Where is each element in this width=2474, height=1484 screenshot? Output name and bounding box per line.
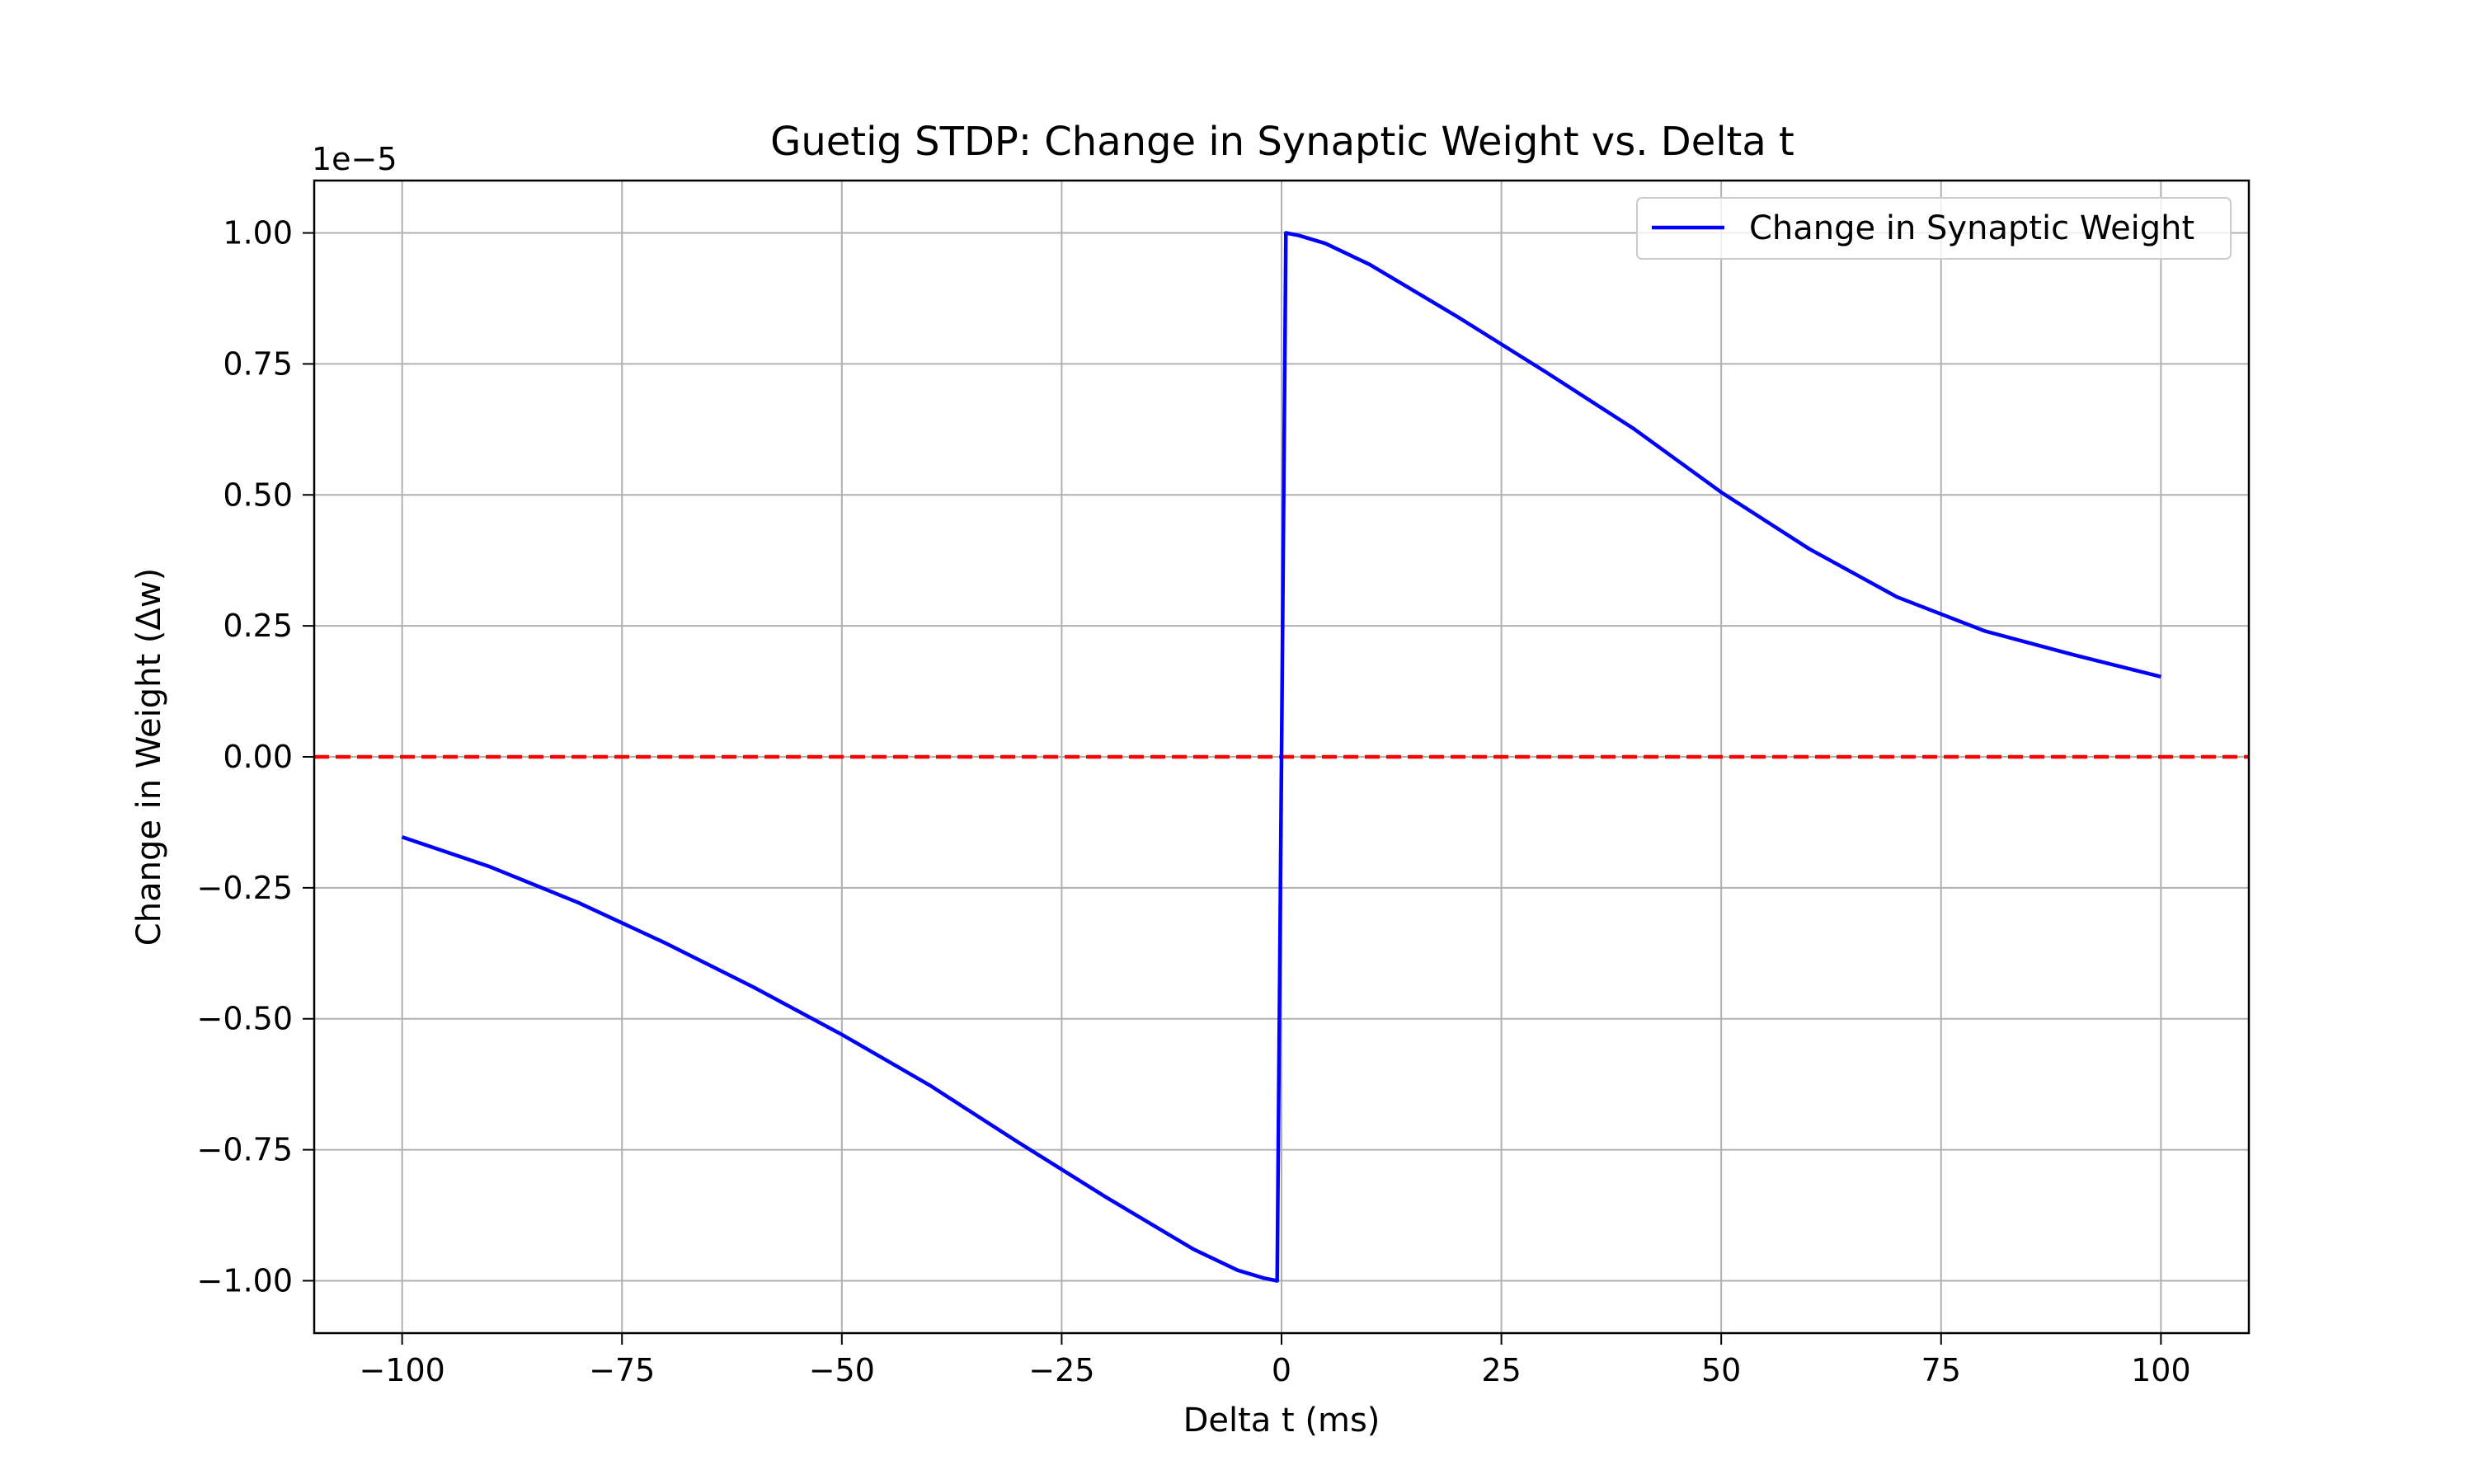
legend-box [1636, 197, 2232, 260]
x-tick-label: 75 [1921, 1352, 1961, 1388]
chart-title: Guetig STDP: Change in Synaptic Weight v… [770, 119, 1794, 165]
y-tick-label: 1.00 [223, 215, 293, 251]
y-axis-label: Change in Weight (Δw) [130, 568, 168, 946]
y-tick-label: 0.00 [223, 739, 293, 775]
legend: Change in Synaptic Weight [1636, 197, 2232, 260]
x-tick-label: −50 [809, 1352, 875, 1388]
x-axis-label: Delta t (ms) [1183, 1402, 1380, 1439]
x-tick-label: −100 [359, 1352, 444, 1388]
y-tick-label: 0.50 [223, 477, 293, 513]
x-tick-label: −75 [589, 1352, 655, 1388]
series-layer [401, 231, 2161, 1283]
y-tick-label: 0.25 [223, 608, 293, 644]
y-tick-label: −0.50 [197, 1001, 293, 1037]
y-axis-offset-label: 1e−5 [312, 141, 397, 177]
x-tick-label: 100 [2131, 1352, 2191, 1388]
legend-label: Change in Synaptic Weight [1749, 209, 2194, 247]
y-tick-label: −0.75 [197, 1132, 293, 1168]
x-tick-label: 25 [1481, 1352, 1521, 1388]
series-line [401, 231, 2161, 1283]
y-tick-label: −1.00 [197, 1262, 293, 1298]
x-axis-ticks: −100 −75 −50 −25 0 25 50 75 100 [359, 1333, 2191, 1388]
x-tick-label: −25 [1028, 1352, 1094, 1388]
x-tick-label: 50 [1701, 1352, 1741, 1388]
y-axis-ticks: −1.00 −0.75 −0.50 −0.25 0.00 0.25 0.50 0.75 1.00 [197, 215, 314, 1298]
y-tick-label: −0.25 [197, 870, 293, 906]
y-tick-label: 0.75 [223, 345, 293, 382]
x-tick-label: 0 [1272, 1352, 1291, 1388]
